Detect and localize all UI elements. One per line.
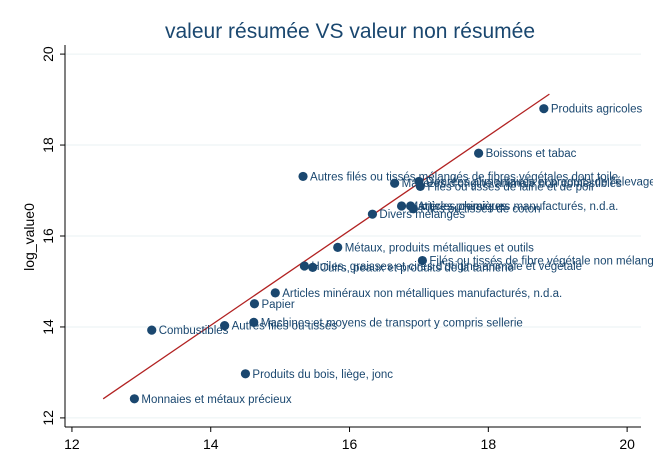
x-tick-label: 16 [342, 436, 358, 452]
point-label: Denrées alimentaires et produits de l'él… [426, 176, 653, 188]
y-tick-label: 20 [40, 46, 56, 62]
point-label: Huiles, graisses et cires d'origine anim… [311, 261, 582, 273]
y-axis-label: log_value0 [21, 203, 37, 271]
data-points: Monnaies et métaux précieux Combustibles A… [129, 104, 653, 406]
point-label: Filés ou tissés de fibre végétale non mé… [429, 256, 653, 268]
point-label: Filés ou tissés de laine et de poil [427, 181, 593, 193]
y-tick-label: 16 [40, 228, 56, 244]
data-point [270, 288, 280, 298]
axes: 12 14 16 18 20 12 14 16 18 20 [40, 45, 641, 452]
point-label: Matières d'origine animale non comestibl… [402, 178, 622, 190]
x-tick-label: 18 [481, 436, 497, 452]
point-label: Matières premières [409, 201, 508, 213]
data-point [249, 299, 260, 309]
point-label: Autres filés ou tissés mélangés de fibre… [310, 171, 618, 183]
point-label: Articles chimiques manufacturés, n.d.a. [418, 201, 619, 213]
data-point [539, 104, 549, 114]
point-label: Divers mélangés [379, 209, 465, 221]
point-label: Cuirs, peaux et produits de la tannerie [320, 262, 514, 274]
data-point [367, 209, 378, 219]
point-label: Combustibles [159, 325, 229, 337]
point-label: Machines et moyens de transport y compri… [261, 317, 523, 329]
data-point [474, 148, 484, 158]
x-tick-label: 20 [619, 436, 635, 452]
data-point [308, 262, 318, 272]
data-point [390, 178, 400, 188]
point-label: Produits agricoles [551, 104, 643, 116]
grid-lines [65, 53, 641, 419]
point-label: Filés ou tissés de coton [420, 204, 540, 216]
data-point [299, 261, 310, 271]
point-label: Articles minéraux non métalliques manufa… [282, 288, 562, 300]
data-point [415, 181, 425, 192]
x-tick-label: 14 [203, 436, 219, 452]
x-tick-label: 12 [64, 436, 80, 452]
y-tick-label: 14 [40, 319, 56, 335]
point-label: Papier [261, 299, 294, 311]
chart-title: valeur résumée VS valeur non résumée [165, 20, 535, 43]
data-point [417, 255, 427, 266]
point-label: Monnaies et métaux précieux [141, 394, 291, 406]
data-point [129, 394, 139, 404]
data-point [147, 325, 157, 335]
data-point [220, 320, 230, 331]
data-point [408, 204, 418, 214]
point-label: Boissons et tabac [486, 148, 577, 160]
data-point [240, 369, 251, 379]
data-point [298, 171, 308, 182]
fit-line-group [102, 93, 550, 400]
point-label: Métaux, produits métalliques et outils [345, 242, 534, 254]
data-point [249, 317, 259, 328]
data-point [333, 242, 343, 252]
fit-line [102, 93, 550, 400]
data-point [396, 201, 407, 211]
point-label: Produits du bois, liège, jonc [252, 369, 393, 381]
y-tick-label: 18 [40, 137, 56, 153]
y-tick-label: 12 [40, 410, 56, 426]
